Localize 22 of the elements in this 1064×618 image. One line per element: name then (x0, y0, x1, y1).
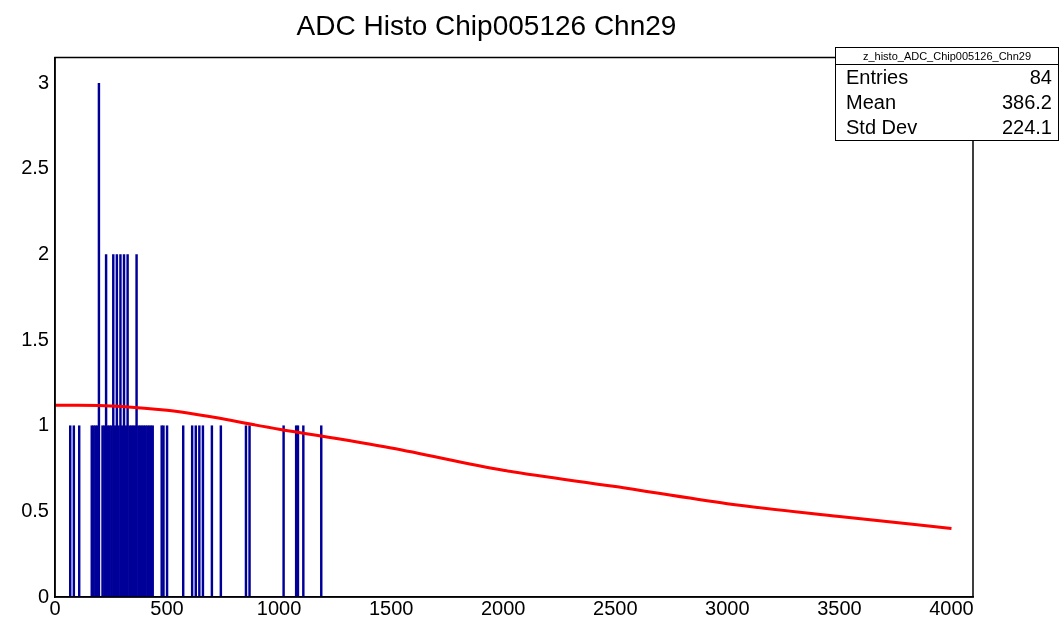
text: 84 (1029, 65, 1052, 90)
chart-title: ADC Histo Chip005126 Chn29 (296, 9, 677, 41)
annotation: Entries (846, 65, 909, 90)
x-tick-label: 4000 (929, 596, 974, 618)
x-tick-label: 1500 (368, 596, 414, 618)
x-tick-label: 2000 (480, 596, 526, 618)
x-tick-label: 2500 (593, 596, 638, 618)
x-tick-label: 1000 (256, 596, 302, 618)
text: 386.2 (1001, 90, 1052, 115)
x-tick-label: 3500 (817, 596, 862, 618)
y-tick-label: 2.5 (21, 156, 49, 179)
x-tick-label: 3000 (705, 596, 750, 618)
y-tick-label: 0.5 (21, 498, 49, 521)
y-tick-label: 2 (37, 242, 49, 265)
x-tick-label: 500 (150, 596, 184, 618)
annotation: Mean (846, 90, 897, 115)
y-tick-label: 3 (37, 70, 49, 93)
annotation: Std Dev (846, 115, 918, 140)
text: 224.1 (1001, 115, 1052, 140)
y-tick-label: 1.5 (21, 327, 49, 350)
y-tick-label: 1 (37, 413, 49, 436)
annotation: z_histo_ADC_Chip005126_Chn29 (836, 48, 1058, 65)
